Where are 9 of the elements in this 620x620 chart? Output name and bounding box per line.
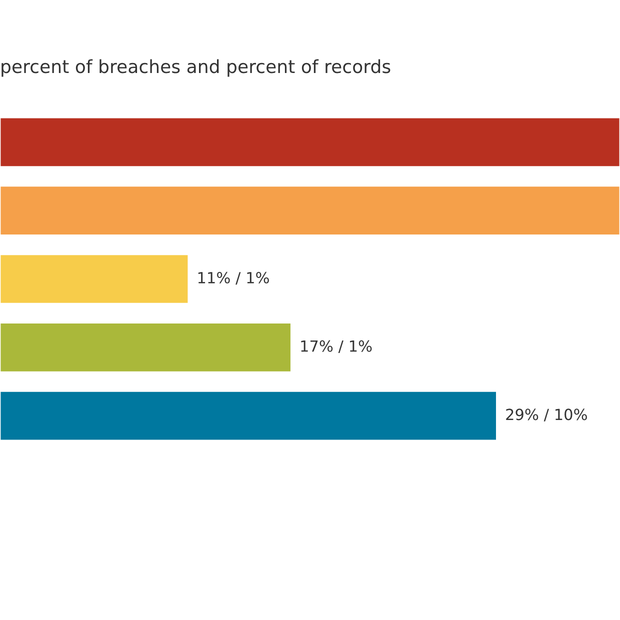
data-label: 17% / 1% [301, 340, 372, 354]
bar [0, 254, 190, 304]
data-label: 29% / 10% [506, 408, 587, 422]
bar [0, 116, 620, 168]
data-label: 11% / 1% [198, 272, 269, 285]
bar [0, 390, 498, 442]
chart-title: percent of breaches and percent of records [2, 59, 390, 77]
bar [0, 185, 620, 236]
bar [0, 322, 292, 373]
